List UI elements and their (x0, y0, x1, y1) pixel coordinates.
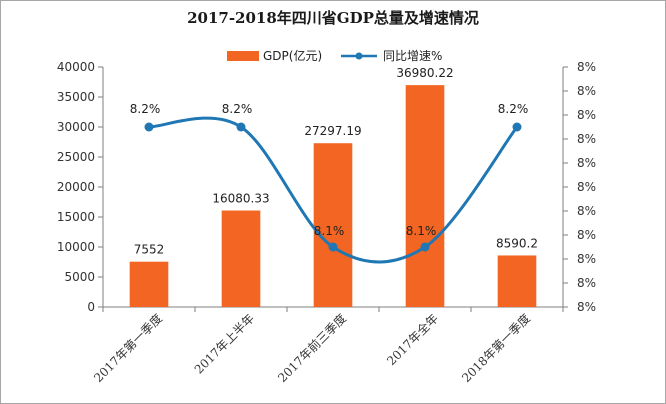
bar (313, 143, 353, 307)
bar (497, 255, 537, 307)
line-point (512, 122, 522, 132)
line-data-label: 8.2% (498, 102, 529, 116)
y-left-tick-label: 25000 (57, 150, 95, 164)
line-point (420, 242, 430, 252)
line-data-label: 8.2% (130, 102, 161, 116)
y-right-tick-label: 8% (577, 252, 596, 266)
y-left-tick-label: 20000 (57, 180, 95, 194)
y-left-tick-label: 0 (87, 300, 95, 314)
x-tick-label: 2017年上半年 (192, 311, 257, 376)
y-left-tick-label: 35000 (57, 90, 95, 104)
data-labels: 7552 16080.33 27297.19 36980.22 8590.2 8.2% 8.… (130, 66, 538, 257)
bar-data-label: 27297.19 (304, 124, 361, 138)
line-data-label: 8.2% (222, 102, 253, 116)
legend: GDP(亿元) 同比增速% (227, 48, 442, 63)
y-right-tick-label: 8% (577, 276, 596, 290)
y-right-tick-label: 8% (577, 204, 596, 218)
legend-bar-swatch (227, 51, 259, 61)
line-series (144, 116, 522, 264)
legend-line-marker (355, 52, 363, 60)
y-right-tick-label: 8% (577, 60, 596, 74)
legend-line-label: 同比增速% (383, 49, 442, 63)
x-tick-label: 2017年前三季度 (274, 311, 349, 386)
y-left-tick-label: 40000 (57, 60, 95, 74)
y-right-tick-label: 8% (577, 84, 596, 98)
bar (221, 210, 261, 307)
y-right-tick-label: 8% (577, 132, 596, 146)
bar (129, 261, 169, 307)
bar-series (129, 85, 537, 307)
bar-data-label: 7552 (134, 243, 165, 257)
x-tick-label: 2017年全年 (383, 311, 441, 369)
y-left-tick-label: 15000 (57, 210, 95, 224)
bar-data-label: 8590.2 (496, 236, 538, 250)
y-right-tick-label: 8% (577, 180, 596, 194)
legend-bar-label: GDP(亿元) (263, 48, 322, 63)
y-left-tick-label: 30000 (57, 120, 95, 134)
x-tick-label: 2017年第一季度 (90, 311, 165, 386)
bar (405, 85, 445, 307)
line-point (236, 122, 246, 132)
x-tick-label: 2018年第一季度 (458, 311, 533, 386)
line-point (328, 242, 338, 252)
y-right-tick-label: 8% (577, 108, 596, 122)
line-point (144, 122, 154, 132)
y-right-tick-label: 8% (577, 300, 596, 314)
line-data-label: 8.1% (314, 224, 345, 238)
y-right-tick-label: 8% (577, 156, 596, 170)
y-left-tick-label: 5000 (64, 270, 95, 284)
bar-data-label: 36980.22 (396, 66, 453, 80)
bar-data-label: 16080.33 (212, 192, 269, 206)
line-data-label: 8.1% (406, 224, 437, 238)
chart-title: 2017-2018年四川省GDP总量及增速情况 (187, 9, 479, 27)
y-right-tick-label: 8% (577, 228, 596, 242)
y-left-tick-label: 10000 (57, 240, 95, 254)
